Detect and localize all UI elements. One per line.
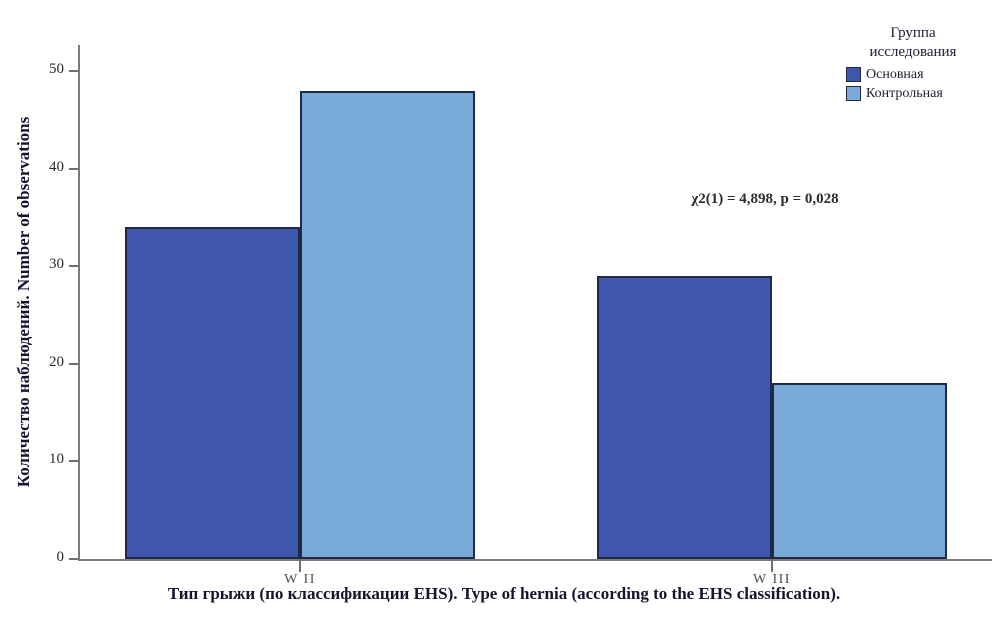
y-tick-mark: [69, 167, 78, 170]
y-tick-label: 0: [56, 549, 65, 565]
chi-square-annotation: χ2(1) = 4,898, p = 0,028: [691, 191, 839, 207]
y-tick-label: 30: [49, 256, 64, 273]
x-category-label: W II: [284, 572, 316, 587]
legend-swatch-control: [846, 86, 861, 101]
x-tick-mark: [299, 559, 301, 572]
y-tick-mark: [69, 265, 78, 268]
legend: Группа исследования Основная Контрольная: [838, 24, 988, 102]
y-tick-mark: [69, 460, 78, 463]
x-tick-mark: [771, 559, 773, 572]
legend-swatch-main: [846, 67, 861, 82]
bar: [125, 227, 300, 559]
x-axis-title: Тип грыжи (по классификации EHS). Type o…: [167, 584, 841, 603]
legend-item-label: Основная: [866, 66, 924, 82]
bar: [300, 90, 475, 559]
y-tick-mark: [69, 70, 78, 72]
plot-area: 0 10 20 30 40 50 W II W III: [49, 45, 992, 587]
legend-title: Группа исследования: [869, 25, 957, 60]
legend-item-label: Контрольная: [866, 85, 943, 101]
legend-item-control: Контрольная: [838, 86, 988, 102]
y-tick-mark: [69, 558, 78, 560]
y-tick-mark: [69, 362, 78, 365]
y-tick-label: 50: [49, 61, 64, 77]
y-axis-title: Количество наблюдений. Number of observa…: [14, 116, 33, 488]
bar: [772, 383, 947, 559]
y-tick-label: 10: [49, 451, 64, 468]
y-tick-label: 40: [49, 158, 64, 175]
bar: [597, 275, 772, 559]
legend-item-main: Основная: [838, 67, 988, 83]
x-category-label: W III: [753, 572, 791, 587]
y-tick-label: 20: [49, 353, 64, 370]
